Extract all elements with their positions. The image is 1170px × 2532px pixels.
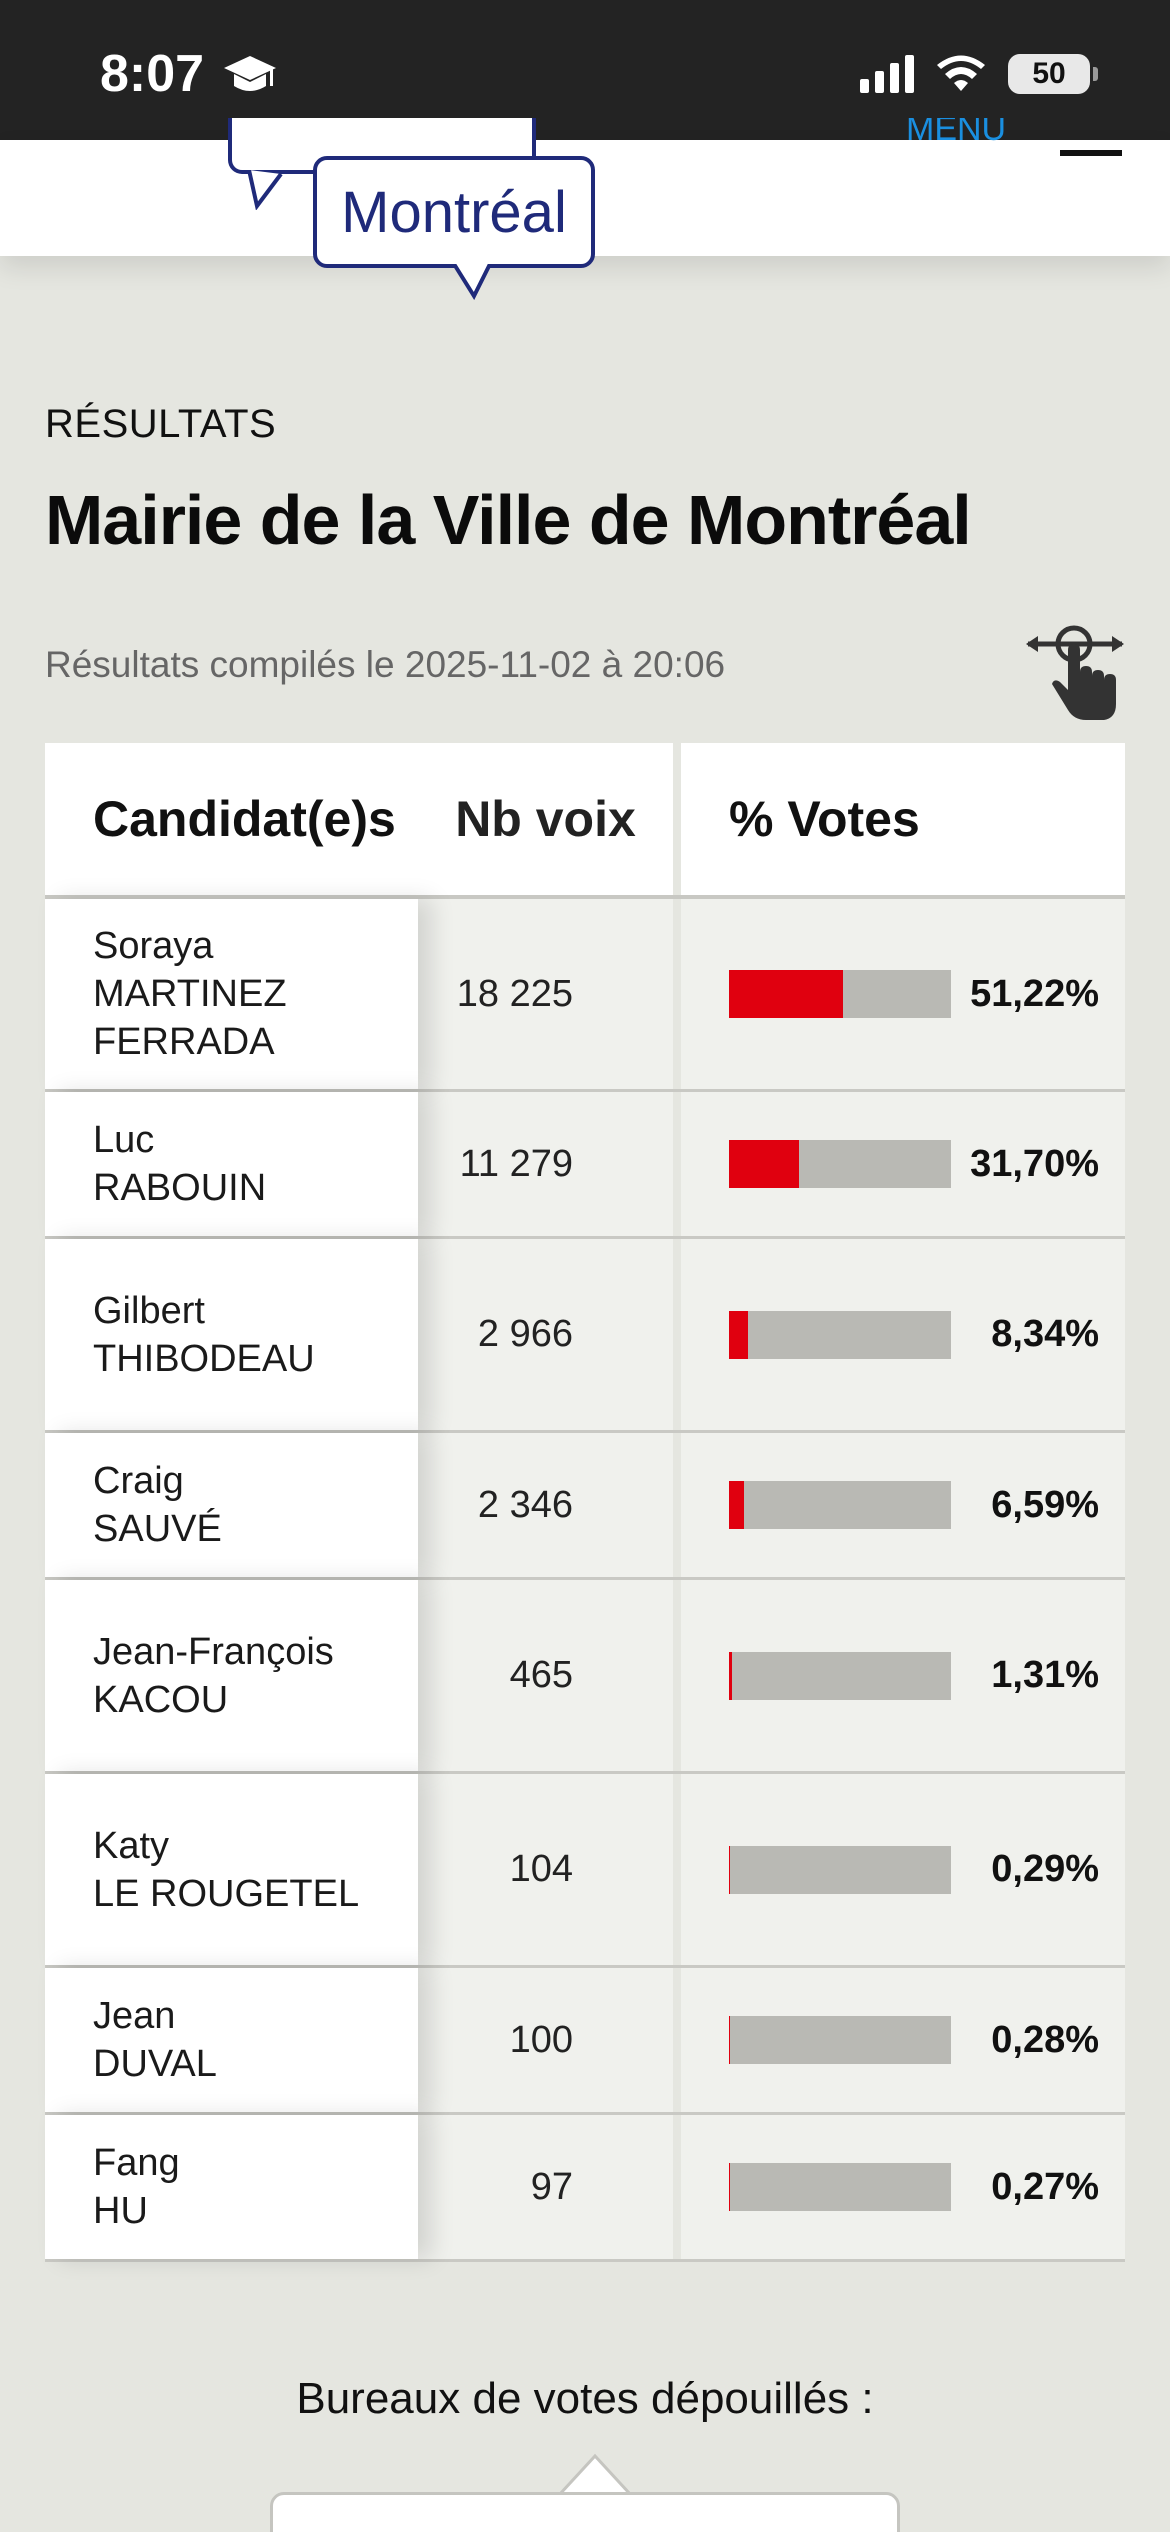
menu-label[interactable]: MENU	[906, 118, 1007, 148]
candidate-last-name: LE ROUGETEL	[93, 1872, 360, 1915]
logo-bubble-tail-bottom	[452, 264, 492, 300]
percent-value: 0,29%	[991, 1848, 1099, 1890]
candidate-name: Fang HU	[45, 2115, 418, 2259]
table-header: Candidat(e)s Nb voix % Votes	[45, 743, 1125, 899]
percent-bar	[729, 2163, 951, 2211]
table-row: Craig SAUVÉ 2 346 6,59%	[45, 1433, 1125, 1580]
candidate-last-name: RABOUIN	[93, 1167, 267, 1209]
percent-bar	[729, 1481, 951, 1529]
percent-value: 0,28%	[991, 2018, 1099, 2061]
table-row: Jean-François KACOU 465 1,31%	[45, 1580, 1125, 1774]
swipe-hand-icon	[1026, 625, 1124, 720]
table-row: Fang HU 97 0,27%	[45, 2115, 1125, 2262]
section-kicker: RÉSULTATS	[45, 402, 277, 446]
percent-bar-fill	[729, 1845, 730, 1894]
percent-cell: 0,28%	[681, 1968, 1125, 2112]
header-candidates[interactable]: Candidat(e)s	[45, 743, 418, 895]
hamburger-menu-icon[interactable]	[1060, 150, 1122, 156]
percent-value: 8,34%	[991, 1313, 1099, 1355]
vote-count: 465	[418, 1580, 673, 1771]
percent-bar	[729, 1310, 951, 1359]
candidate-name: Soraya MARTINEZ FERRADA	[45, 899, 418, 1089]
graduation-cap-icon	[224, 56, 276, 91]
percent-bar	[729, 1845, 951, 1894]
percent-bar-fill	[729, 1651, 732, 1700]
candidate-name: Gilbert THIBODEAU	[45, 1239, 418, 1430]
header-percent[interactable]: % Votes	[681, 743, 1125, 895]
logo-bubble-tail	[247, 170, 283, 210]
candidate-last-name: THIBODEAU	[93, 1337, 315, 1380]
status-bar: 8:07 50	[0, 0, 1170, 140]
dropdown-notch	[560, 2453, 630, 2496]
candidate-first-name: Fang	[93, 2142, 180, 2184]
percent-bar	[729, 970, 951, 1018]
percent-bar	[729, 1140, 951, 1188]
candidate-name: Luc RABOUIN	[45, 1092, 418, 1236]
logo-text: Montréal	[341, 179, 567, 245]
polls-counted-label: Bureaux de votes dépouillés :	[296, 2374, 874, 2423]
vote-count: 97	[418, 2115, 673, 2259]
battery-indicator: 50	[1008, 54, 1098, 94]
candidate-last-name: MARTINEZ	[93, 973, 287, 1015]
candidate-name: Jean-François KACOU	[45, 1580, 418, 1771]
candidate-name: Katy LE ROUGETEL	[45, 1774, 418, 1965]
page-title: Mairie de la Ville de Montréal	[45, 481, 972, 559]
percent-cell: 6,59%	[681, 1433, 1125, 1577]
wifi-icon	[937, 55, 985, 91]
candidate-last-name: KACOU	[93, 1678, 229, 1721]
polls-counted-box[interactable]	[270, 2492, 900, 2532]
candidate-first-name: Jean-François	[93, 1630, 334, 1673]
percent-value: 6,59%	[991, 1483, 1099, 1526]
candidate-last-name: DUVAL	[93, 2043, 217, 2085]
results-table: Candidat(e)s Nb voix % Votes Soraya MART…	[45, 743, 1125, 2262]
percent-bar	[729, 2016, 951, 2064]
table-row: Luc RABOUIN 11 279 31,70%	[45, 1092, 1125, 1239]
percent-value: 1,31%	[991, 1654, 1099, 1696]
status-time: 8:07	[100, 45, 205, 103]
candidate-last-name: SAUVÉ	[93, 1508, 222, 1550]
percent-bar	[729, 1651, 951, 1700]
percent-bar-fill	[729, 2016, 730, 2064]
percent-value: 31,70%	[970, 1142, 1099, 1185]
header-votes[interactable]: Nb voix	[418, 743, 673, 895]
candidate-first-name: Katy	[93, 1824, 170, 1867]
candidate-first-name: Gilbert	[93, 1289, 205, 1332]
vote-count: 18 225	[418, 899, 673, 1089]
percent-bar-fill	[729, 1310, 748, 1359]
candidate-last-name-2: FERRADA	[93, 1021, 275, 1063]
percent-cell: 0,27%	[681, 2115, 1125, 2259]
percent-cell: 51,22%	[681, 899, 1125, 1089]
table-row: Katy LE ROUGETEL 104 0,29%	[45, 1774, 1125, 1968]
logo[interactable]: Montréal	[313, 156, 595, 268]
percent-cell: 1,31%	[681, 1580, 1125, 1771]
vote-count: 2 346	[418, 1433, 673, 1577]
percent-value: 0,27%	[991, 2165, 1099, 2208]
percent-cell: 8,34%	[681, 1239, 1125, 1430]
candidate-first-name: Soraya	[93, 925, 214, 967]
compiled-timestamp: Résultats compilés le 2025-11-02 à 20:06	[45, 644, 726, 685]
table-row: Gilbert THIBODEAU 2 966 8,34%	[45, 1239, 1125, 1433]
percent-bar-fill	[729, 970, 843, 1018]
percent-bar-fill	[729, 1481, 744, 1529]
candidate-name: Craig SAUVÉ	[45, 1433, 418, 1577]
percent-bar-fill	[729, 2163, 730, 2211]
candidate-first-name: Craig	[93, 1460, 184, 1502]
candidate-first-name: Luc	[93, 1119, 155, 1161]
vote-count: 2 966	[418, 1239, 673, 1430]
table-row: Jean DUVAL 100 0,28%	[45, 1968, 1125, 2115]
percent-cell: 31,70%	[681, 1092, 1125, 1236]
vote-count: 11 279	[418, 1092, 673, 1236]
candidate-last-name: HU	[93, 2190, 148, 2232]
vote-count: 104	[418, 1774, 673, 1965]
table-row: Soraya MARTINEZ FERRADA 18 225 51,22%	[45, 899, 1125, 1092]
percent-cell: 0,29%	[681, 1774, 1125, 1965]
percent-bar-fill	[729, 1140, 800, 1188]
signal-icon	[860, 55, 914, 93]
vote-count: 100	[418, 1968, 673, 2112]
candidate-name: Jean DUVAL	[45, 1968, 418, 2112]
candidate-first-name: Jean	[93, 1995, 176, 2037]
percent-value: 51,22%	[970, 972, 1099, 1015]
